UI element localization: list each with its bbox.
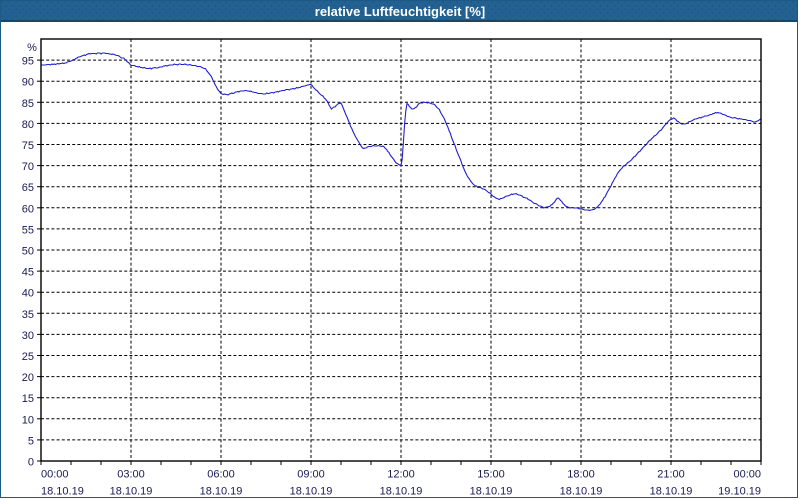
svg-text:85: 85: [22, 98, 34, 110]
svg-text:18:00: 18:00: [567, 469, 595, 481]
svg-text:18.10.19: 18.10.19: [290, 486, 333, 498]
svg-text:60: 60: [22, 203, 34, 215]
svg-text:35: 35: [22, 309, 34, 321]
svg-text:00:00: 00:00: [733, 469, 761, 481]
svg-text:18.10.19: 18.10.19: [650, 486, 693, 498]
svg-text:18.10.19: 18.10.19: [560, 486, 603, 498]
svg-text:18.10.19: 18.10.19: [200, 486, 243, 498]
svg-text:18.10.19: 18.10.19: [470, 486, 513, 498]
svg-text:18.10.19: 18.10.19: [110, 486, 153, 498]
svg-text:0: 0: [28, 457, 34, 469]
svg-text:75: 75: [22, 140, 34, 152]
svg-text:45: 45: [22, 267, 34, 279]
svg-text:21:00: 21:00: [657, 469, 685, 481]
svg-text:06:00: 06:00: [207, 469, 235, 481]
svg-text:00:00: 00:00: [41, 469, 69, 481]
svg-text:65: 65: [22, 182, 34, 194]
svg-text:90: 90: [22, 77, 34, 89]
svg-text:03:00: 03:00: [117, 469, 145, 481]
svg-text:%: %: [27, 42, 37, 54]
svg-text:15:00: 15:00: [477, 469, 505, 481]
svg-text:30: 30: [22, 330, 34, 342]
svg-text:25: 25: [22, 351, 34, 363]
svg-text:40: 40: [22, 288, 34, 300]
svg-text:19.10.19: 19.10.19: [718, 486, 761, 498]
svg-text:12:00: 12:00: [387, 469, 415, 481]
svg-text:10: 10: [22, 414, 34, 426]
svg-text:18.10.19: 18.10.19: [41, 486, 84, 498]
svg-text:55: 55: [22, 224, 34, 236]
svg-text:95: 95: [22, 56, 34, 68]
svg-text:09:00: 09:00: [297, 469, 325, 481]
svg-text:5: 5: [28, 435, 34, 447]
svg-text:20: 20: [22, 372, 34, 384]
svg-text:50: 50: [22, 246, 34, 258]
svg-text:15: 15: [22, 393, 34, 405]
svg-text:18.10.19: 18.10.19: [380, 486, 423, 498]
svg-text:70: 70: [22, 161, 34, 173]
svg-text:80: 80: [22, 119, 34, 131]
